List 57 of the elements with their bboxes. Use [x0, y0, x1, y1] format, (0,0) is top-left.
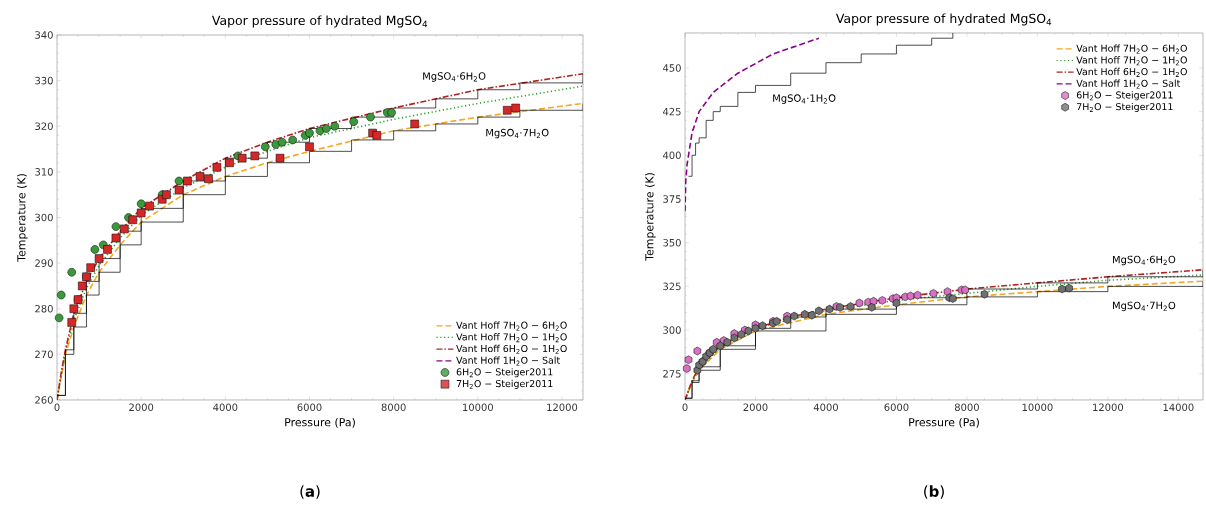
legend-label: Vant Hoff 6H$_{2}$O − 1H$_{2}$O	[456, 344, 567, 354]
x-tick-label: 2000	[129, 403, 154, 412]
legend-label: Vant Hoff 7H$_{2}$O − 1H$_{2}$O	[1076, 56, 1187, 66]
y-tick-label: 400	[662, 151, 681, 160]
x-axis-title: Pressure (Pa)	[909, 417, 979, 428]
y-tick-label: 270	[35, 350, 53, 359]
x-tick-label: 6000	[297, 403, 322, 412]
legend-label: 6H$_{2}$O − Steiger2011	[456, 368, 553, 378]
annotation: MgSO$_{4}$·6H$_{2}$O	[423, 72, 486, 82]
x-tick-label: 10000	[463, 403, 493, 412]
x-axis-title: Pressure (Pa)	[285, 417, 355, 428]
chart-title: Vapor pressure of hydrated MgSO$_{4}$	[835, 13, 1052, 26]
y-tick-label: 340	[35, 31, 53, 39]
text: (b)	[924, 485, 944, 499]
text: (a)	[300, 485, 320, 499]
y-tick-label: 450	[662, 64, 681, 72]
y-tick-label: 300	[35, 213, 53, 222]
annotation: MgSO$_{4}$·7H$_{2}$O	[486, 128, 549, 139]
annotation: MgSO$_{4}$·7H$_{2}$O	[1112, 301, 1176, 312]
x-tick-label: 4000	[213, 403, 238, 412]
legend-label: Vant Hoff 7H$_{2}$O − 1H$_{2}$O	[456, 333, 567, 343]
x-tick-label: 4000	[813, 403, 838, 412]
y-tick-label: 310	[35, 168, 53, 176]
y-tick-label: 350	[663, 238, 681, 247]
y-tick-label: 275	[663, 369, 681, 378]
y-axis-title: Temperature (K)	[17, 174, 28, 262]
legend-label: Vant Hoff 7H$_{2}$O − 6H$_{2}$O	[1076, 44, 1187, 54]
legend-label: Vant Hoff 1H$_{2}$O − Salt	[456, 356, 560, 366]
x-tick-label: 2000	[743, 403, 768, 412]
x-tick-label: 6000	[884, 403, 909, 412]
annotation: MgSO$_{4}$·1H$_{2}$O	[773, 94, 836, 104]
y-tick-label: 260	[35, 396, 53, 404]
y-tick-label: 375	[663, 195, 681, 203]
y-tick-label: 280	[35, 304, 53, 313]
y-tick-label: 425	[662, 107, 681, 116]
legend-label: Vant Hoff 1H$_{2}$O − Salt	[1076, 79, 1181, 89]
chart-title: Vapor pressure of hydrated MgSO$_{4}$	[211, 15, 428, 28]
legend-label: Vant Hoff 6H$_{2}$O − 1H$_{2}$O	[1076, 67, 1187, 77]
legend-label: 6H$_{2}$O − Steiger2011	[1076, 91, 1173, 101]
y-tick-label: 330	[35, 76, 53, 85]
legend-label: 7H$_{2}$O − Steiger2011	[1077, 102, 1173, 113]
x-tick-label: 12000	[1093, 403, 1124, 412]
y-tick-label: 325	[663, 282, 681, 291]
y-axis-title: Temperature (K)	[645, 173, 656, 261]
x-tick-label: 8000	[954, 403, 979, 412]
y-tick-label: 300	[663, 326, 681, 334]
legend-label: 7H$_{2}$O − Steiger2011	[456, 379, 553, 389]
x-tick-label: 12000	[547, 403, 578, 412]
y-tick-label: 320	[35, 122, 53, 131]
x-tick-label: 10000	[1022, 403, 1053, 412]
y-tick-label: 290	[35, 259, 53, 267]
annotation: MgSO$_{4}$·6H$_{2}$O	[1112, 255, 1176, 266]
x-tick-label: 8000	[381, 403, 406, 412]
x-tick-label: 14000	[1163, 403, 1194, 412]
x-tick-label: 0	[54, 403, 60, 412]
legend-label: Vant Hoff 7H$_{2}$O − 6H$_{2}$O	[456, 321, 567, 331]
x-tick-label: 0	[682, 403, 688, 412]
